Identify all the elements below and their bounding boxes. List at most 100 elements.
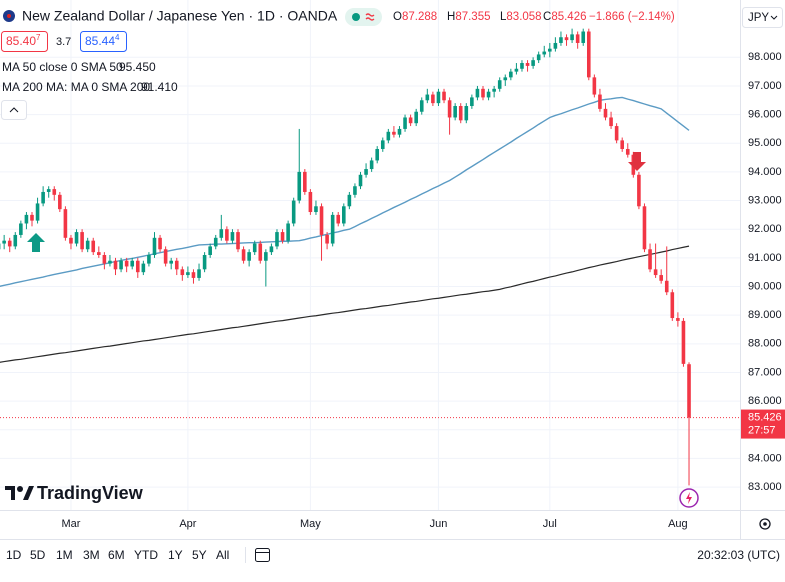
range-button[interactable]: 5D [30, 548, 46, 562]
toolbar: 1D 5D 1M 3M 6M YTD 1Y 5Y All [6, 548, 229, 562]
candle-body [7, 240, 12, 247]
candle-body [509, 71, 513, 78]
ohlc-key: O [393, 11, 402, 23]
candle-body [63, 209, 68, 238]
candle-body [637, 174, 641, 207]
candle-body [614, 126, 619, 141]
candle-body [69, 237, 73, 244]
buy-price-sup: 4 [115, 33, 120, 42]
last-price-tag [741, 409, 785, 439]
y-tick-label: 95.000 [748, 137, 782, 149]
candle-body [458, 106, 463, 121]
y-tick-label: 97.000 [748, 80, 782, 92]
sell-price-sup: 7 [36, 33, 41, 42]
ohlc-key: H [447, 11, 455, 23]
candle-body [436, 91, 441, 104]
x-tick-label: May [300, 518, 321, 530]
buy-price[interactable]: 85.444 [85, 33, 120, 48]
buy-button[interactable] [80, 31, 127, 52]
sell-price[interactable]: 85.407 [6, 33, 41, 48]
events-icon [686, 492, 692, 504]
x-tick-label: Jun [430, 518, 448, 530]
range-button[interactable]: 3M [83, 548, 100, 562]
indicator-value: 95.450 [119, 60, 156, 74]
candle-body [475, 88, 480, 98]
candle-body [386, 131, 391, 141]
candle-body [52, 189, 57, 195]
clock: 20:32:03 (UTC) [697, 548, 780, 562]
range-button[interactable]: YTD [134, 548, 158, 562]
candle-body [80, 232, 84, 250]
currency-label[interactable]: JPY [748, 12, 769, 24]
candle-body [364, 169, 368, 175]
candle-body [108, 260, 112, 264]
y-tick-label: 93.000 [748, 194, 782, 206]
logo-mark [23, 486, 34, 500]
data-status-icon [365, 13, 375, 21]
y-tick-label: 91.000 [748, 252, 782, 264]
candle-body [442, 91, 446, 101]
sell-button[interactable] [1, 31, 48, 52]
candle-body [291, 200, 296, 224]
indicator-label[interactable]: MA 200 MA: MA 0 SMA 200 [2, 80, 150, 94]
currency-button[interactable] [742, 7, 783, 28]
candle-body [152, 237, 157, 255]
ohlc-value: 83.058 [506, 11, 541, 23]
candle-body [369, 160, 374, 170]
date-range-icon[interactable] [255, 548, 270, 562]
candle-body [230, 232, 235, 241]
candle-body [24, 214, 29, 224]
range-button[interactable]: 6M [108, 548, 125, 562]
range-button[interactable]: 1D [6, 548, 22, 562]
candle-body [676, 318, 680, 321]
range-button[interactable]: 5Y [192, 548, 207, 562]
candle-body [213, 237, 218, 247]
candle-body [425, 94, 430, 101]
candle-body [102, 255, 107, 264]
candle-body [314, 206, 318, 213]
candle-body [625, 148, 630, 155]
candle-body [581, 31, 586, 43]
candle-body [91, 240, 96, 253]
candle-body [486, 91, 491, 98]
ma-line [0, 245, 690, 363]
candle-body [447, 100, 452, 118]
candle-body [620, 140, 624, 149]
candle-body [431, 94, 435, 104]
y-tick-label: 90.000 [748, 280, 782, 292]
candle-body [642, 206, 647, 250]
last-price-label: 85.426 [748, 411, 782, 423]
settings-button[interactable] [759, 518, 771, 530]
symbol-title: New Zealand Dollar / Japanese Yen · 1D ·… [22, 8, 338, 24]
candle-body [575, 34, 580, 43]
candle-body [147, 255, 151, 264]
candle-body [46, 189, 51, 192]
candle-body [308, 191, 313, 213]
y-tick-label: 96.000 [748, 109, 782, 121]
candle-body [13, 234, 18, 247]
candles [0, 28, 740, 486]
price-change: −1.866 (−2.14%) [589, 11, 675, 23]
y-tick-label: 84.000 [748, 452, 782, 464]
candle-body [347, 194, 352, 207]
candle-body [514, 68, 519, 72]
candle-body [163, 249, 168, 264]
candle-body [264, 252, 268, 261]
ohlc-value: 87.355 [455, 11, 490, 23]
candle-body [353, 186, 357, 195]
candle-body [492, 88, 496, 92]
candle-body [74, 232, 79, 244]
range-button[interactable]: 1M [56, 548, 73, 562]
y-tick-label: 94.000 [748, 166, 782, 178]
collapse-button[interactable] [1, 100, 27, 120]
indicator-label[interactable]: MA 50 close 0 SMA 50 [2, 60, 123, 74]
range-button[interactable]: 1Y [168, 548, 183, 562]
candle-body [319, 206, 324, 235]
candle-body [664, 280, 669, 293]
ma-line [0, 96, 690, 287]
candle-body [503, 77, 508, 81]
range-button[interactable]: All [216, 548, 229, 562]
candle-body [41, 191, 45, 204]
candle-body [536, 54, 541, 61]
candle-body [97, 252, 101, 255]
